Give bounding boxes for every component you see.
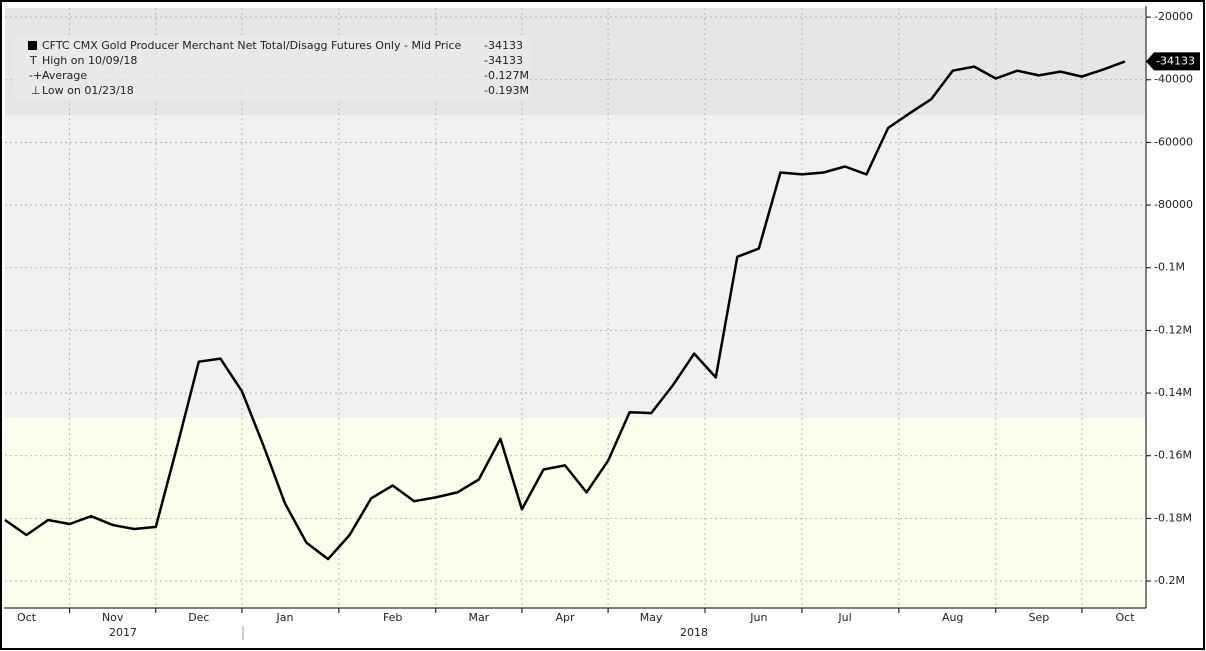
legend-value: -34133 <box>484 39 523 52</box>
x-tick-label: Dec <box>188 611 209 624</box>
y-tick-label: -80000 <box>1154 198 1193 211</box>
y-tick-label: -40000 <box>1154 73 1193 86</box>
x-tick-label: Oct <box>17 611 37 624</box>
y-tick-label: -0.14M <box>1154 386 1192 399</box>
year-label: 2018 <box>680 626 708 639</box>
legend-icon: T <box>29 54 37 67</box>
x-tick-label: Nov <box>102 611 124 624</box>
legend-swatch <box>28 41 37 50</box>
y-tick-label: -0.16M <box>1154 449 1192 462</box>
legend-icon: ⊥ <box>31 84 41 97</box>
legend-icon: -+- <box>29 69 46 82</box>
last-price-tag <box>1146 52 1200 71</box>
y-tick-label: -60000 <box>1154 135 1193 148</box>
x-tick-label: Feb <box>383 611 402 624</box>
legend-title: CFTC CMX Gold Producer Merchant Net Tota… <box>42 39 462 52</box>
legend-stat-value: -0.127M <box>484 69 529 82</box>
y-tick-label: -20000 <box>1154 10 1193 23</box>
legend-stat: Average <box>42 69 87 82</box>
band-low <box>5 418 1145 608</box>
x-tick-label: May <box>640 611 663 624</box>
x-tick-label: Aug <box>942 611 963 624</box>
x-tick-label: Jun <box>749 611 767 624</box>
x-tick-label: Sep <box>1028 611 1049 624</box>
band-mid <box>5 115 1145 418</box>
legend-stat-value: -34133 <box>484 54 523 67</box>
legend-stat: Low on 01/23/18 <box>42 84 134 97</box>
x-tick-label: Oct <box>1115 611 1135 624</box>
y-tick-label: -0.12M <box>1154 323 1192 336</box>
legend-box <box>14 36 530 100</box>
x-tick-label: Apr <box>555 611 575 624</box>
legend-stat-value: -0.193M <box>484 84 529 97</box>
legend: CFTC CMX Gold Producer Merchant Net Tota… <box>14 36 530 100</box>
y-tick-label: -0.1M <box>1154 261 1185 274</box>
line-series <box>4 60 1126 561</box>
year-label: 2017 <box>109 626 137 639</box>
x-tick-label: Jul <box>837 611 851 624</box>
legend-stat: High on 10/09/18 <box>42 54 137 67</box>
last-price-label: -34133 <box>1156 54 1195 67</box>
x-tick-label: Mar <box>468 611 489 624</box>
x-tick-label: Jan <box>276 611 294 624</box>
y-tick-label: -0.2M <box>1154 574 1185 587</box>
y-tick-label: -0.18M <box>1154 511 1192 524</box>
